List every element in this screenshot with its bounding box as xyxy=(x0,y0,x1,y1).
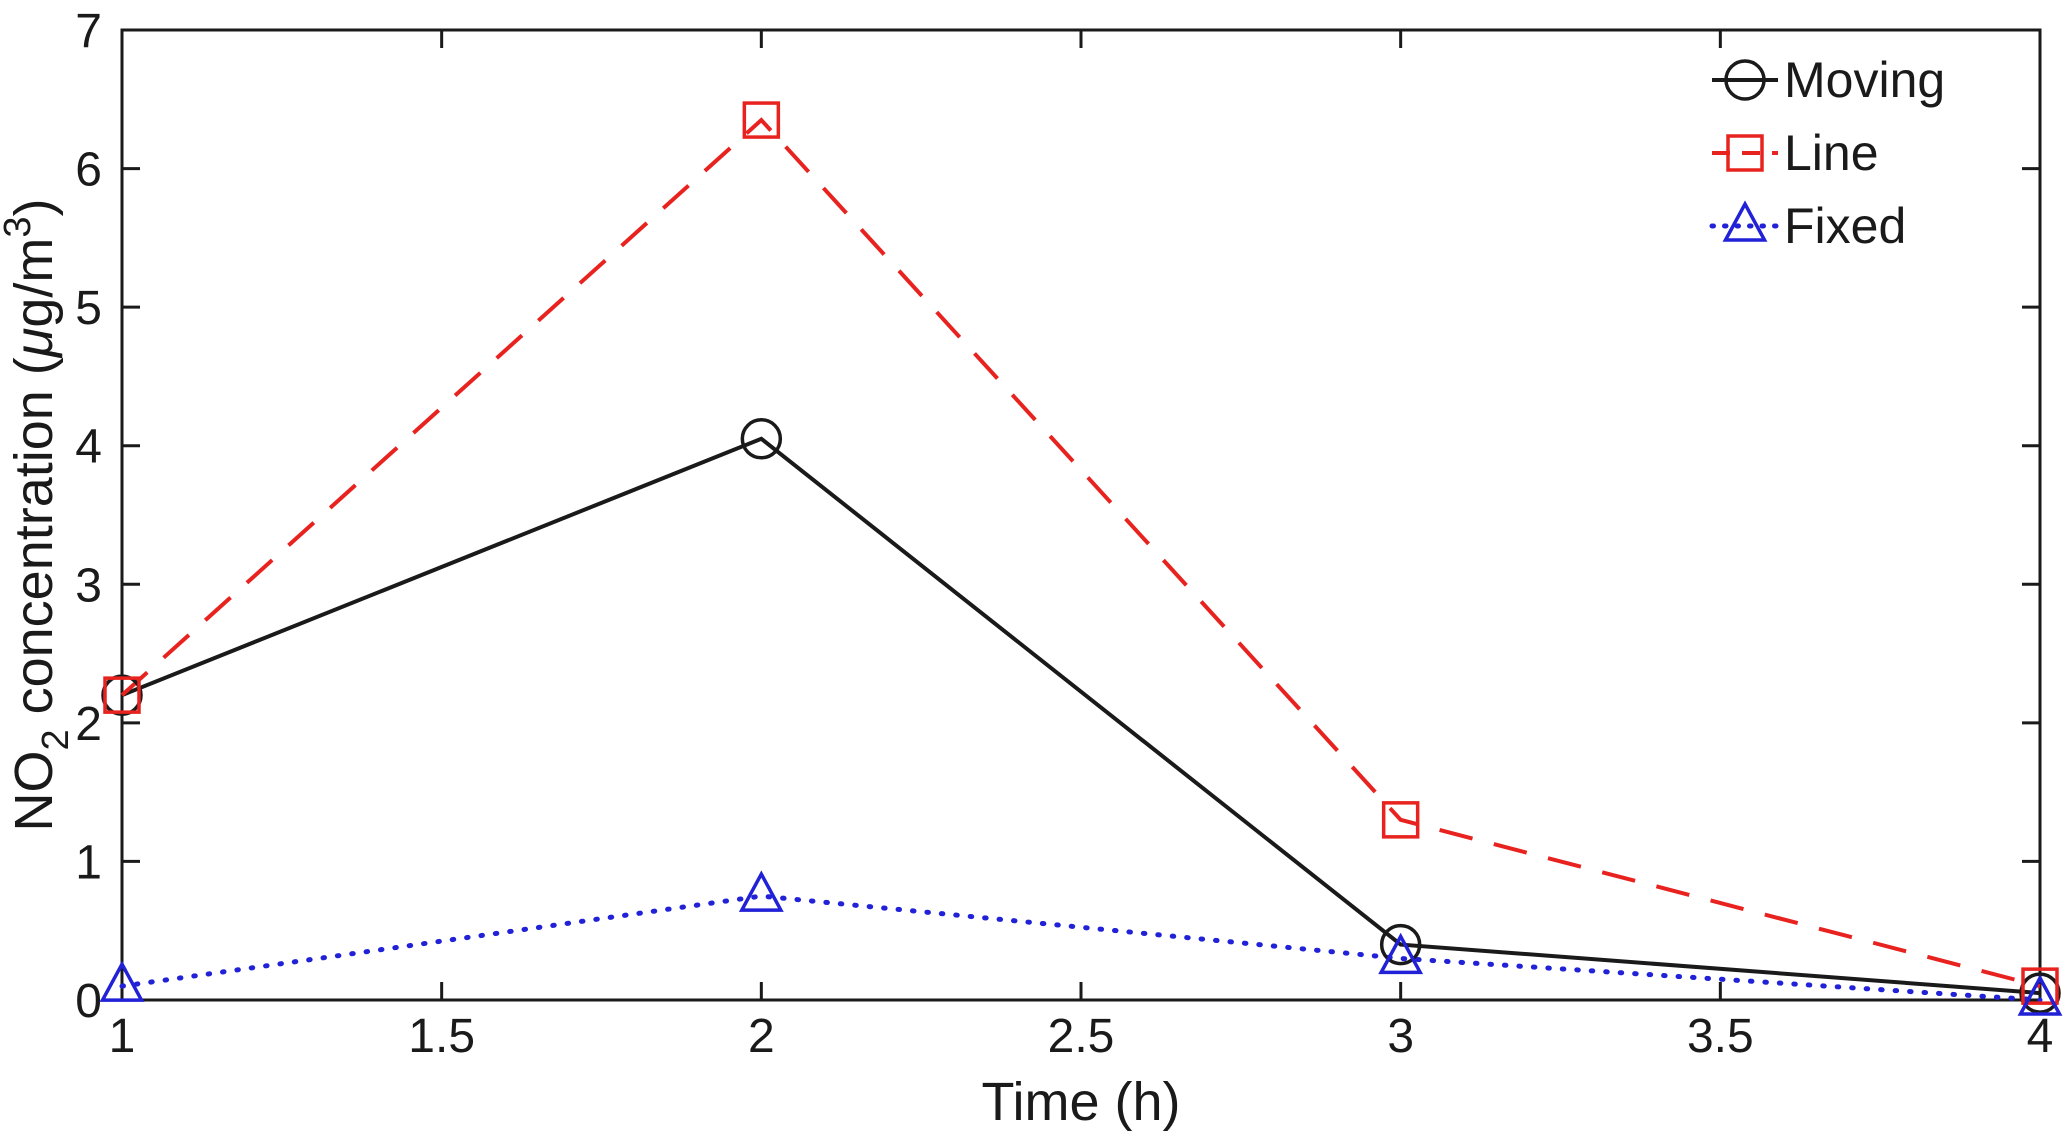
x-axis-tick-label: 2.5 xyxy=(1048,1010,1115,1063)
y-axis-label-part: 3 xyxy=(0,216,39,237)
x-axis-tick-label: 4 xyxy=(2027,1010,2054,1063)
marker-circle-moving xyxy=(1379,923,1422,966)
marker-triangle-fixed xyxy=(99,960,145,1002)
legend-label-moving: Moving xyxy=(1784,52,1945,108)
x-axis-tick-label: 3.5 xyxy=(1687,1010,1754,1063)
y-axis-tick-label: 7 xyxy=(75,5,102,58)
x-axis-tick-label: 2 xyxy=(748,1010,775,1063)
x-axis-tick-label: 1 xyxy=(109,1010,136,1063)
legend-marker-line xyxy=(1726,134,1764,172)
series-line-moving xyxy=(121,436,2041,996)
marker-square-line xyxy=(2021,967,2059,1005)
marker-circle-moving xyxy=(740,418,783,460)
y-axis-label-part: μ xyxy=(4,328,64,360)
series-line-line xyxy=(120,117,2041,989)
marker-square-line xyxy=(1381,801,1420,839)
marker-circle-moving xyxy=(2019,972,2061,1014)
marker-triangle-fixed xyxy=(1378,932,1424,975)
legend-marker-moving xyxy=(1724,59,1766,101)
y-axis-tick-label: 5 xyxy=(75,282,102,335)
y-axis-tick-label: 4 xyxy=(75,421,102,474)
y-axis-label-part: 2 xyxy=(35,729,77,750)
legend: Moving Line Fixed xyxy=(1709,52,1945,254)
x-axis-label: Time (h) xyxy=(982,1072,1181,1132)
x-axis-tick-label: 1.5 xyxy=(408,1010,475,1063)
x-axis-tick-label: 3 xyxy=(1387,1010,1414,1063)
legend-item-moving: Moving xyxy=(1712,52,1945,108)
y-axis-tick-label: 3 xyxy=(75,559,102,612)
marker-circle-moving xyxy=(101,674,143,716)
marker-square-line xyxy=(103,676,141,714)
legend-label-fixed: Fixed xyxy=(1784,198,1906,254)
y-axis-label-part: ) xyxy=(4,198,64,216)
y-axis-tick-label: 2 xyxy=(75,698,102,751)
marker-triangle-fixed xyxy=(2017,974,2063,1016)
legend-item-fixed: Fixed xyxy=(1709,198,1906,254)
y-axis-tick-label: 0 xyxy=(75,975,102,1028)
legend-item-line: Line xyxy=(1712,125,1879,181)
y-axis-label: NO2 concentration (μg/m3) xyxy=(0,198,77,831)
legend-marker-fixed xyxy=(1722,200,1768,242)
y-axis-tick-label: 1 xyxy=(75,836,102,889)
series-line-fixed xyxy=(119,893,2043,1003)
legend-label-line: Line xyxy=(1784,125,1879,181)
y-axis-label-part: g/m xyxy=(4,238,64,328)
marker-triangle-fixed xyxy=(738,870,784,912)
marker-square-line xyxy=(742,101,781,139)
y-axis-label-part: concentration ( xyxy=(4,357,64,729)
y-axis-tick-label: 6 xyxy=(75,144,102,197)
y-axis-label-part: NO xyxy=(4,751,64,832)
